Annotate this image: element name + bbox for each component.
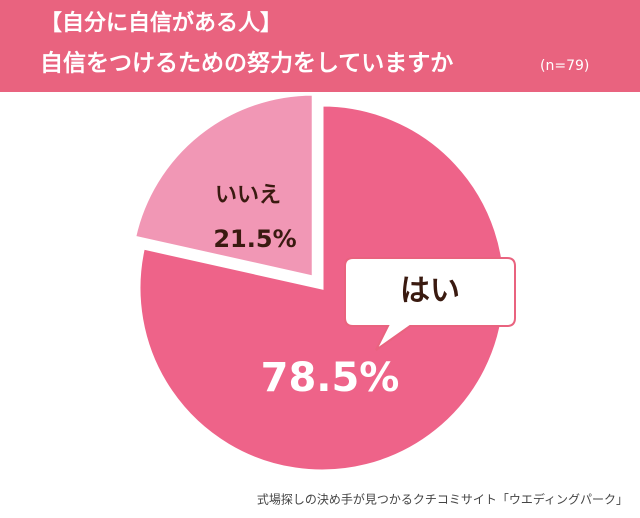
pie-slice [132, 92, 315, 279]
chart-subtitle: 自信をつけるための努力をしていますか [40, 50, 453, 77]
slice-label: いいえ [215, 183, 281, 208]
source-note: 式場探しの決め手が見つかるクチコミサイト「ウエディングパーク」 [257, 492, 628, 507]
sample-size: (n=79) [540, 58, 589, 74]
slice-label: はい [400, 274, 460, 309]
value-label: 21.5% [213, 225, 296, 253]
header-band [0, 0, 640, 92]
value-label: 78.5% [261, 355, 400, 401]
chart-title: 【自分に自信がある人】 [40, 10, 282, 36]
pie-slice [137, 103, 507, 473]
callout-box [344, 257, 516, 351]
